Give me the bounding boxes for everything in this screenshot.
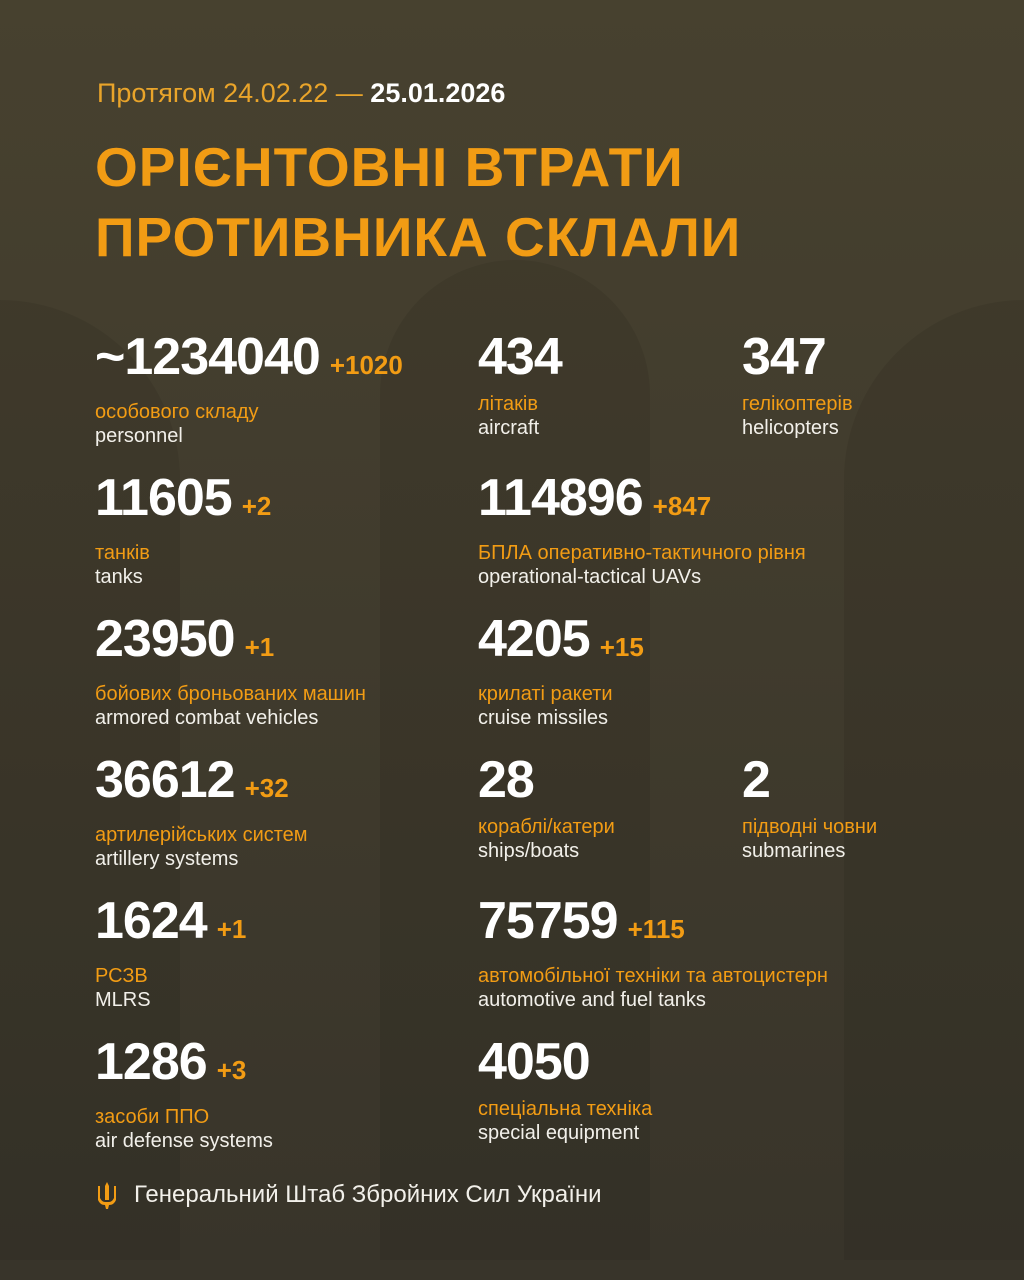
stat-label-en: operational-tactical UAVs (478, 566, 702, 588)
stat-item: 23950 +1 бойових броньованих машин armore… (95, 610, 366, 730)
stat-item: 347 гелікоптерів helicopters (742, 328, 853, 440)
stat-label-ua: підводні човни (742, 816, 878, 838)
stat-label-en: helicopters (742, 417, 839, 439)
footer-text: Генеральний Штаб Збройних Сил України (134, 1181, 602, 1208)
stat-label-ua: крилаті ракети (478, 683, 613, 705)
page-title: ОРІЄНТОВНІ ВТРАТИ ПРОТИВНИКА СКЛАЛИ (95, 132, 741, 272)
stat-label-ua: РСЗВ (95, 965, 148, 987)
stat-item: 75759 +115 автомобільної техніки та автоц… (478, 892, 828, 1012)
stat-item: 28 кораблі/катери ships/boats (478, 751, 615, 863)
stat-number: 23950 (95, 610, 236, 668)
stat-label-ua: літаків (478, 393, 538, 415)
stat-label-en: aircraft (478, 417, 540, 439)
stat-value: 1286 +3 (95, 1033, 273, 1099)
stat-number: 75759 (478, 892, 619, 950)
stat-value: 11605 +2 (95, 469, 271, 535)
stat-label-ua: засоби ППО (95, 1106, 210, 1128)
stat-delta: +1020 (329, 350, 403, 380)
stat-number: 36612 (95, 751, 236, 809)
stat-number: ~1234040 (95, 328, 321, 386)
stat-value: 75759 +115 (478, 892, 828, 958)
stat-number: 1286 (95, 1033, 208, 1091)
stat-item: ~1234040 +1020 особового складу personnel (95, 328, 403, 448)
stat-number: 2 (742, 751, 771, 809)
stat-value: 1624 +1 (95, 892, 246, 958)
stat-label-en: ships/boats (478, 840, 580, 862)
stat-value: 347 (742, 328, 853, 386)
stat-item: 4205 +15 крилаті ракети cruise missiles (478, 610, 644, 730)
stat-value: 36612 +32 (95, 751, 308, 817)
stat-label-en: submarines (742, 840, 846, 862)
stat-item: 1624 +1 РСЗВ MLRS (95, 892, 246, 1012)
stat-label-ua: БПЛА оперативно-тактичного рівня (478, 542, 806, 564)
stat-item: 4050 спеціальна техніка special equipmen… (478, 1033, 652, 1145)
stat-value: 4050 (478, 1033, 652, 1091)
stat-delta: +847 (652, 491, 712, 521)
stat-value: 2 (742, 751, 877, 809)
stat-delta: +2 (241, 491, 272, 521)
stat-item: 2 підводні човни submarines (742, 751, 877, 863)
title-line-2: ПРОТИВНИКА СКЛАЛИ (95, 206, 742, 268)
stat-label-en: MLRS (95, 989, 151, 1011)
stat-delta: +3 (216, 1055, 247, 1085)
stat-label-ua: особового складу (95, 401, 259, 423)
stat-value: 114896 +847 (478, 469, 806, 535)
stat-label-en: special equipment (478, 1122, 640, 1144)
stat-value: 434 (478, 328, 563, 386)
stat-label-ua: кораблі/катери (478, 816, 615, 838)
footer: Генеральний Штаб Збройних Сил України (96, 1180, 602, 1210)
stat-number: 4050 (478, 1033, 591, 1091)
stat-number: 11605 (95, 469, 233, 527)
stat-number: 114896 (478, 469, 644, 527)
stat-number: 434 (478, 328, 563, 386)
stat-item: 11605 +2 танків tanks (95, 469, 271, 589)
stat-item: 114896 +847 БПЛА оперативно-тактичного рі… (478, 469, 806, 589)
stat-value: 28 (478, 751, 615, 809)
stat-number: 1624 (95, 892, 208, 950)
stat-delta: +115 (627, 914, 685, 944)
stat-label-en: artillery systems (95, 848, 239, 870)
period-end-date: 25.01.2026 (370, 78, 506, 108)
stat-value: 23950 +1 (95, 610, 366, 676)
background-trident-center (380, 260, 650, 1260)
stat-label-en: armored combat vehicles (95, 707, 319, 729)
stat-delta: +32 (244, 773, 289, 803)
stat-value: 4205 +15 (478, 610, 644, 676)
stat-label-ua: бойових броньованих машин (95, 683, 366, 705)
stat-item: 434 літаків aircraft (478, 328, 563, 440)
stat-label-ua: автомобільної техніки та автоцистерн (478, 965, 828, 987)
title-line-1: ОРІЄНТОВНІ ВТРАТИ (95, 136, 684, 198)
stat-label-ua: артилерійських систем (95, 824, 308, 846)
stat-label-en: personnel (95, 425, 183, 447)
stat-delta: +1 (244, 632, 275, 662)
period-prefix: Протягом 24.02.22 — (97, 78, 363, 108)
stat-delta: +1 (216, 914, 247, 944)
stat-label-en: tanks (95, 566, 143, 588)
stat-delta: +15 (599, 632, 644, 662)
stat-label-en: cruise missiles (478, 707, 609, 729)
stat-item: 1286 +3 засоби ППО air defense systems (95, 1033, 273, 1153)
background-trident-left (0, 300, 180, 1260)
trident-icon (98, 1182, 116, 1209)
period: Протягом 24.02.22 — 25.01.2026 (97, 78, 505, 109)
stat-number: 4205 (478, 610, 591, 668)
stat-number: 28 (478, 751, 535, 809)
stat-label-ua: танків (95, 542, 150, 564)
stat-label-ua: спеціальна техніка (478, 1098, 653, 1120)
stat-item: 36612 +32 артилерійських систем artillery… (95, 751, 308, 871)
stat-label-en: automotive and fuel tanks (478, 989, 706, 1011)
background-trident-right (844, 300, 1024, 1260)
stat-number: 347 (742, 328, 827, 386)
stat-label-en: air defense systems (95, 1130, 273, 1152)
stat-label-ua: гелікоптерів (742, 393, 853, 415)
stat-value: ~1234040 +1020 (95, 328, 403, 394)
